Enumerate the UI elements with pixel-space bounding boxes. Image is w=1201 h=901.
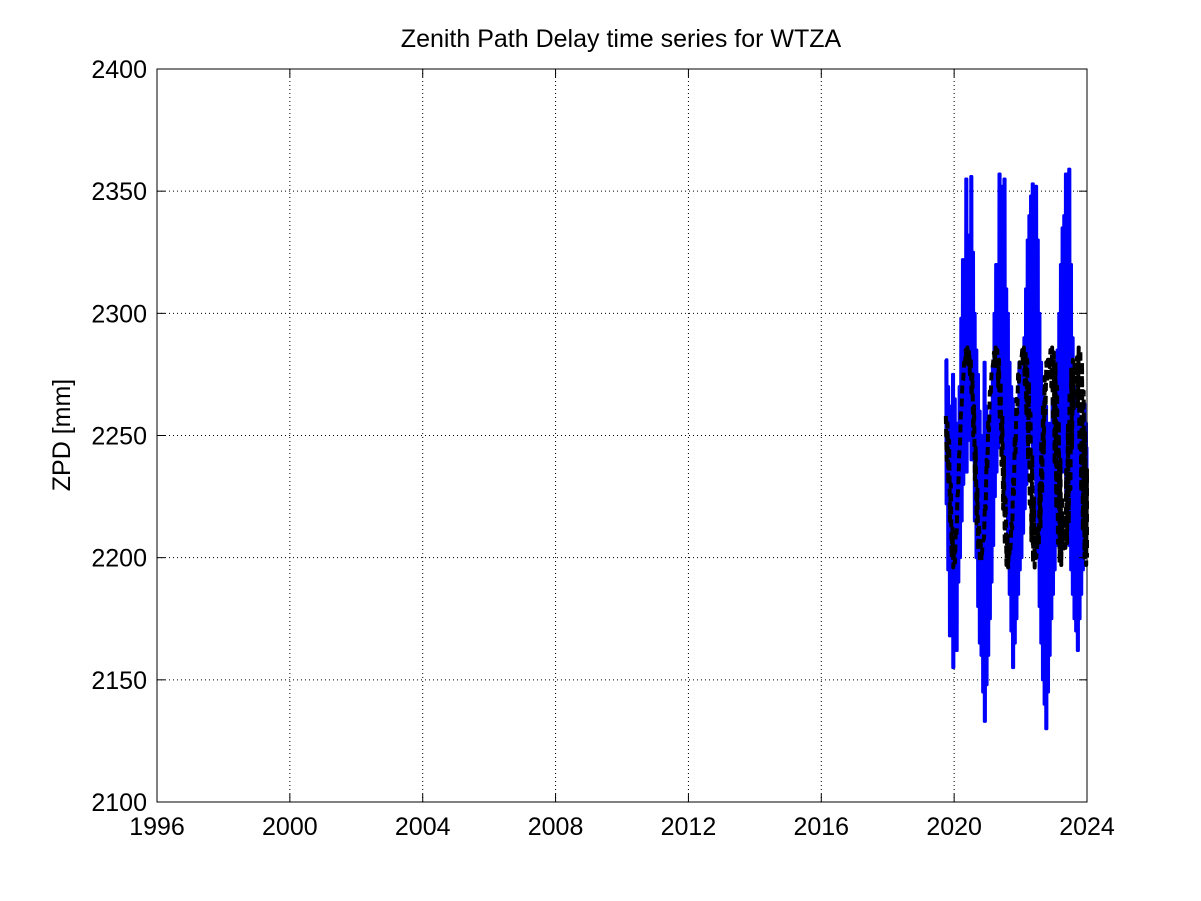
x-axis-ticks: 1996 2000 2004 2008 2012 2016 2020 2024 xyxy=(129,69,1115,841)
x-tick-label: 2000 xyxy=(262,813,318,841)
y-tick-label: 2300 xyxy=(91,300,147,328)
y-tick-label: 2400 xyxy=(91,56,147,84)
x-tick-label: 2012 xyxy=(661,813,717,841)
x-tick-label: 2016 xyxy=(793,813,849,841)
y-tick-label: 2100 xyxy=(91,789,147,817)
zpd-model-dashed-line xyxy=(943,345,1089,570)
grid xyxy=(157,69,1087,802)
x-tick-label: 2024 xyxy=(1059,813,1115,841)
series-layer xyxy=(943,167,1089,731)
x-tick-label: 1996 xyxy=(129,813,185,841)
y-tick-label: 2350 xyxy=(91,178,147,206)
x-tick-label: 2020 xyxy=(926,813,982,841)
zpd-series-line xyxy=(944,167,1089,731)
x-tick-label: 2008 xyxy=(528,813,584,841)
y-tick-label: 2150 xyxy=(91,667,147,695)
y-axis-label: ZPD [mm] xyxy=(48,379,76,492)
y-tick-label: 2250 xyxy=(91,423,147,451)
y-axis-ticks: 2100 2150 2200 2250 2300 2350 2400 xyxy=(91,56,1087,817)
chart-title: Zenith Path Delay time series for WTZA xyxy=(401,25,842,53)
y-tick-label: 2200 xyxy=(91,545,147,573)
x-tick-label: 2004 xyxy=(395,813,451,841)
